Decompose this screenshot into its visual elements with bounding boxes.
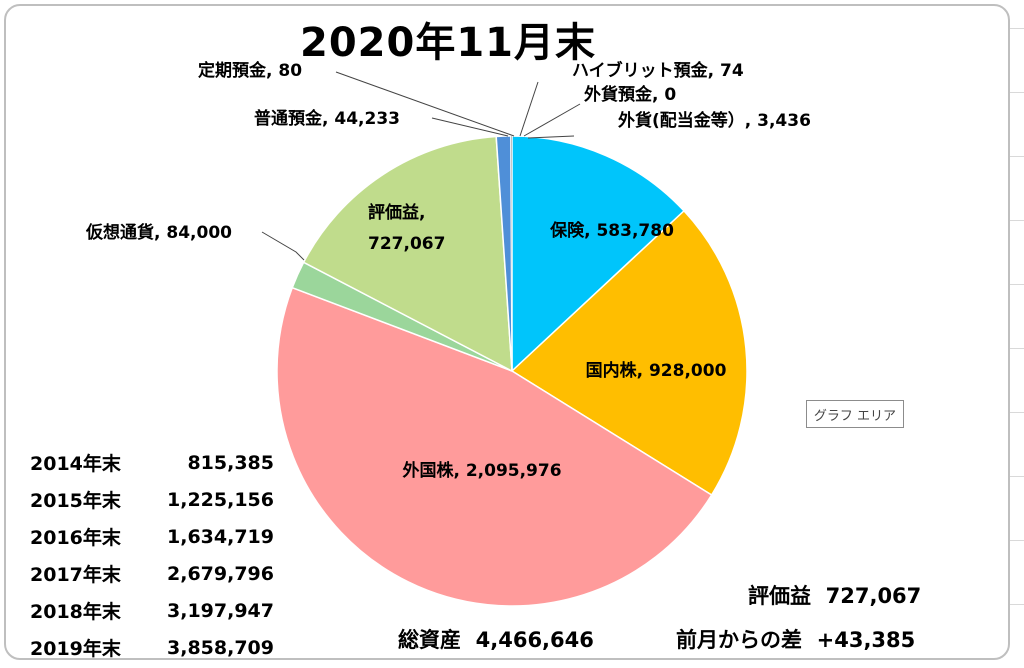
history-value: 3,197,947 [167, 599, 274, 622]
history-year: 2017年末 [30, 564, 121, 586]
history-row: 2019年末 3,858,709 [30, 629, 274, 666]
data-label-3: 外国株, 2,095,976 [402, 460, 561, 481]
gain-summary-label: 評価益 [748, 584, 811, 608]
history-year: 2019年末 [30, 638, 121, 660]
total-assets: 総資産 4,466,646 [398, 624, 594, 654]
data-label-7: 定期預金, 80 [198, 60, 302, 81]
history-value: 1,225,156 [167, 488, 274, 511]
total-assets-value: 4,466,646 [475, 628, 594, 652]
data-label-5: 評価益, 727,067 [368, 202, 445, 254]
history-table: 2014年末 815,385 2015年末 1,225,156 2016年末 1… [30, 444, 274, 666]
data-label-8: ハイブリット預金, 74 [572, 60, 744, 81]
chart-title: 2020年11月末 [300, 20, 596, 66]
leader-line-10 [527, 135, 575, 139]
data-label-1: 保険, 583,780 [549, 220, 674, 241]
history-row: 2018年末 3,197,947 [30, 592, 274, 629]
gain-summary-value: 727,067 [825, 584, 922, 608]
monthly-diff-value: +43,385 [816, 628, 916, 652]
history-row: 2016年末 1,634,719 [30, 518, 274, 555]
data-label-9: 外貨預金, 0 [584, 84, 676, 105]
history-row: 2015年末 1,225,156 [30, 481, 274, 518]
leader-line-4 [261, 231, 305, 261]
pie-slice-1 [511, 135, 686, 373]
leader-line-6 [431, 117, 509, 137]
history-year: 2018年末 [30, 601, 121, 623]
gain-summary: 評価益 727,067 [748, 580, 921, 610]
total-assets-label: 総資産 [398, 628, 461, 652]
history-row: 2014年末 815,385 [30, 444, 274, 481]
history-row: 2017年末 2,679,796 [30, 555, 274, 592]
history-value: 1,634,719 [167, 525, 274, 548]
data-label-6: 普通預金, 44,233 [254, 108, 400, 129]
monthly-diff-label: 前月からの差 [676, 628, 802, 652]
pie-slice-2 [510, 209, 748, 497]
leader-line-9 [523, 103, 581, 137]
chart-area-tooltip: グラフ エリア [806, 400, 904, 428]
data-label-10: 外貨(配当金等）, 3,436 [618, 110, 811, 131]
leader-line-8 [519, 81, 539, 137]
pie-slice-10 [510, 135, 513, 372]
history-value: 3,858,709 [167, 636, 274, 659]
monthly-diff: 前月からの差 +43,385 [676, 624, 915, 654]
history-year: 2016年末 [30, 527, 121, 549]
data-label-2: 国内株, 928,000 [586, 360, 727, 381]
pie-slice-3 [276, 286, 713, 607]
pie-slice-5 [302, 135, 513, 373]
history-value: 815,385 [187, 451, 274, 474]
history-year: 2014年末 [30, 453, 121, 475]
history-value: 2,679,796 [167, 562, 274, 585]
history-year: 2015年末 [30, 490, 121, 512]
leader-line-7 [335, 71, 515, 137]
data-label-4: 仮想通貨, 84,000 [85, 222, 232, 243]
